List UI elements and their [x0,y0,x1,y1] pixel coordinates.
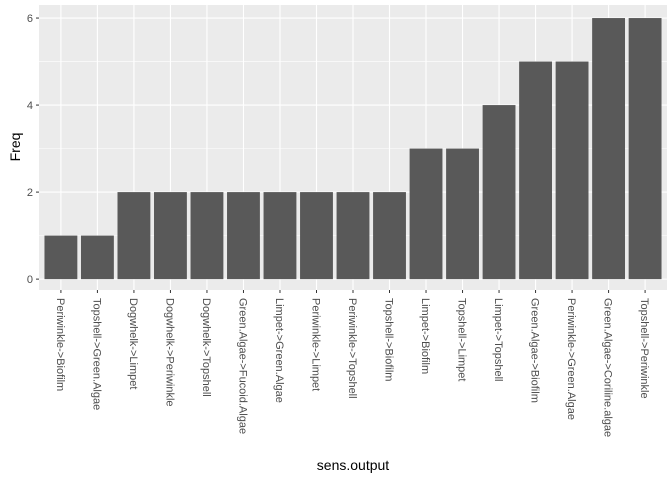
y-tick-label: 0 [27,274,33,286]
bar [592,18,626,280]
x-tick-label: Topshell->Green.Algae [90,298,102,410]
bar [117,192,151,280]
x-tick-label: Periwinkle->Topshell [346,298,358,399]
x-axis: Periwinkle->Biofilm Topshell->Green.Algae… [54,290,650,437]
bar [227,192,260,280]
bars [44,18,662,280]
y-axis-title: Freq [7,133,23,162]
x-tick-label: Topshell->Periwinkle [638,298,650,399]
bar [44,235,78,280]
y-tick-label: 6 [27,13,33,25]
x-tick-label: Limpet->Topshell [492,298,504,381]
x-axis-title: sens.output [317,457,389,473]
bar [336,192,370,280]
bar [190,192,224,280]
y-tick-label: 4 [27,100,33,112]
x-tick-label: Periwinkle->Limpet [309,298,321,391]
x-tick-label: Limpet->Green.Algae [273,298,285,403]
x-tick-label: Topshell->Limpet [456,298,468,381]
x-tick-label: Dogwhelk->Periwinkle [163,298,175,407]
bar [446,148,479,280]
x-tick-label: Periwinkle->Biofilm [54,298,66,391]
x-tick-label: Dogwhelk->Topshell [200,298,212,397]
x-tick-label: Green.Algae->Biofilm [529,298,541,403]
bar [482,105,516,280]
bar [373,192,406,280]
bar [555,61,589,280]
x-tick-label: Topshell->Biofilm [383,298,395,381]
x-tick-label: Green.Algae->Coriline.algae [602,298,614,437]
x-tick-label: Green.Algae->Fucoid.Algae [236,298,248,434]
bar [519,61,552,280]
bar [409,148,443,280]
bar [80,235,114,280]
x-tick-label: Dogwhelk->Limpet [127,298,139,389]
x-tick-label: Periwinkle->Green.Algae [565,298,577,420]
x-tick-label: Limpet->Biofilm [419,298,431,374]
bar [300,192,333,280]
y-tick-label: 2 [27,187,33,199]
bar [628,18,662,280]
bar [263,192,297,280]
y-axis: 0 2 4 6 [27,13,39,286]
bar [154,192,187,280]
